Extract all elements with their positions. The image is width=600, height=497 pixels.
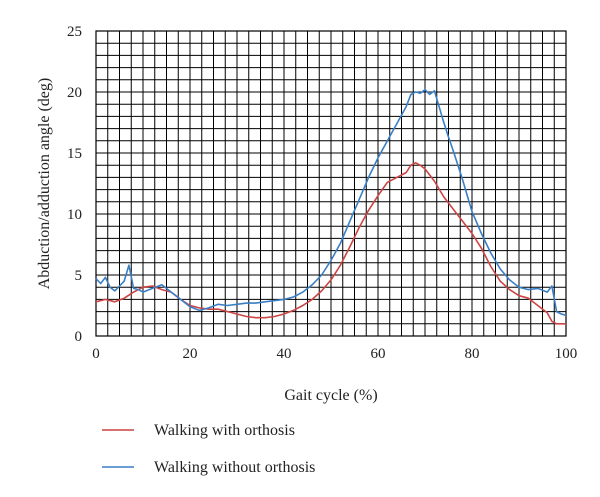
y-tick-labels: 0 5 10 15 20 25 xyxy=(67,24,82,345)
x-tick-label: 20 xyxy=(183,346,198,362)
y-tick-label: 15 xyxy=(67,146,82,162)
legend-label-2: Walking without orthosis xyxy=(154,459,315,476)
x-tick-label: 100 xyxy=(555,346,578,362)
x-tick-labels: 0 20 40 60 80 100 xyxy=(92,346,577,362)
y-tick-label: 25 xyxy=(67,24,82,40)
x-tick-label: 0 xyxy=(92,346,100,362)
x-tick-label: 60 xyxy=(371,346,386,362)
legend: Walking with orthosis Walking without ort… xyxy=(102,422,315,476)
plot-frame xyxy=(95,30,567,337)
legend-label-1: Walking with orthosis xyxy=(154,422,295,439)
x-axis-title: Gait cycle (%) xyxy=(284,387,377,404)
series-line-2 xyxy=(95,88,567,317)
x-tick-label: 40 xyxy=(277,346,292,362)
y-tick-label: 10 xyxy=(67,207,82,223)
y-tick-label: 5 xyxy=(75,268,83,284)
x-tick-label: 80 xyxy=(465,346,480,362)
grid xyxy=(95,30,567,337)
series-layer xyxy=(95,88,567,325)
y-tick-label: 20 xyxy=(67,85,82,101)
y-axis-title: Abduction/adduction angle (deg) xyxy=(36,78,53,290)
y-tick-label: 0 xyxy=(75,329,83,345)
